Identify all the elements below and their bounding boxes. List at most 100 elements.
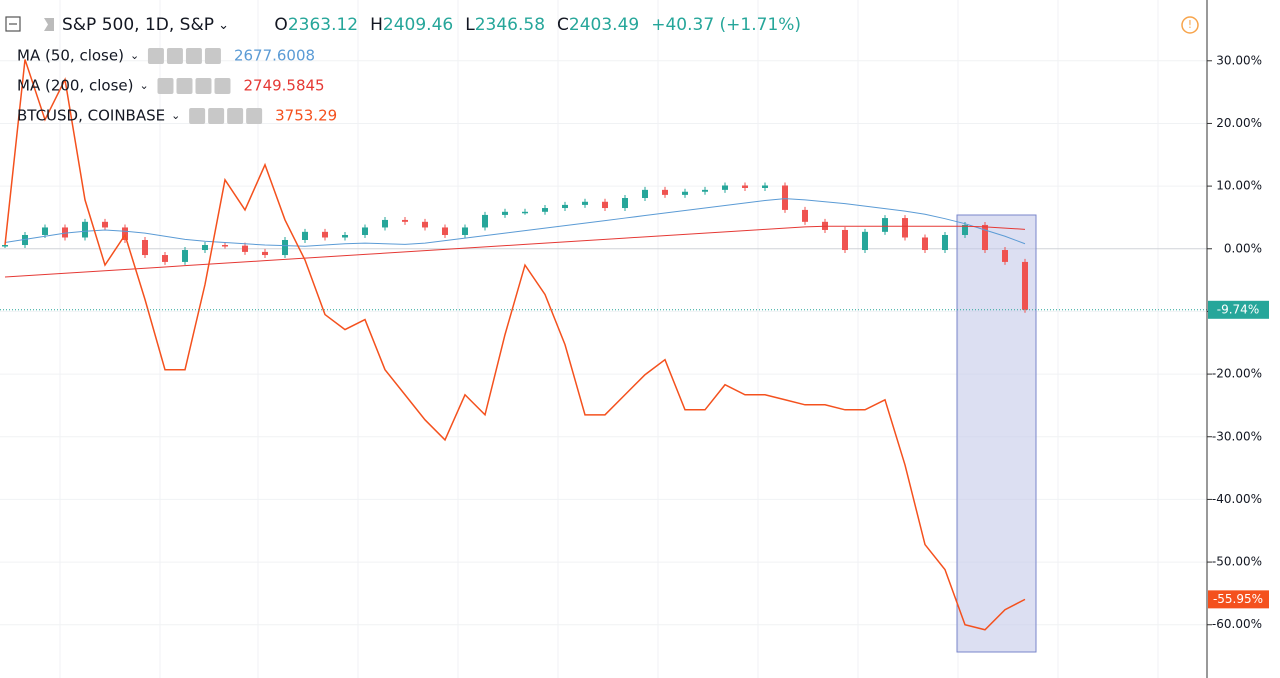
legend-chevron: ⌄	[171, 109, 180, 122]
ohlc-value: 2403.49	[569, 15, 639, 35]
candle	[182, 250, 188, 262]
header-line: S&P 500, 1D, S&P ⌄ O2363.12 H2409.46 L2346…	[62, 15, 801, 35]
candle	[542, 208, 548, 212]
candle	[922, 237, 928, 251]
candle	[82, 221, 88, 238]
candle	[662, 189, 668, 195]
candle	[582, 201, 588, 205]
candle	[302, 231, 308, 240]
candle	[782, 185, 788, 210]
last-value-tag	[1208, 300, 1269, 319]
legend-name[interactable]: MA (200, close)	[17, 77, 133, 95]
y-tick-label: 20.00%	[1216, 116, 1262, 130]
price-axis: 30.00%20.00%10.00%0.00%-10.00%-20.00%-30…	[1207, 53, 1269, 631]
series-line	[4, 59, 1026, 631]
legend: MA (50, close) ⌄ 2677.6008 MA (200, close) ⌄…	[17, 47, 337, 125]
candle	[1002, 250, 1008, 262]
alert-icon[interactable]	[1181, 16, 1199, 34]
symbol[interactable]: S&P 500, 1D, S&P	[62, 15, 214, 35]
legend-icon[interactable]	[214, 78, 231, 94]
candle	[442, 227, 448, 235]
candle	[982, 224, 988, 251]
candle	[462, 227, 468, 235]
y-tick-label: -60.00%	[1212, 617, 1262, 631]
candle	[802, 209, 808, 222]
candle	[562, 204, 568, 209]
candle	[42, 227, 48, 235]
candle	[362, 227, 368, 235]
candle	[342, 234, 348, 238]
legend-icon[interactable]	[195, 78, 212, 94]
candle	[142, 239, 148, 256]
candle	[762, 185, 768, 188]
candle	[682, 191, 688, 195]
ohlc-label: H	[370, 15, 383, 35]
candle	[402, 219, 408, 222]
candle	[602, 201, 608, 209]
legend-chevron: ⌄	[130, 49, 139, 62]
candle	[102, 221, 108, 228]
collapse-button[interactable]	[5, 16, 21, 32]
last-value-tag	[1208, 590, 1269, 609]
legend-icon[interactable]	[189, 108, 206, 124]
candle	[322, 231, 328, 238]
candle	[742, 185, 748, 188]
candle	[702, 189, 708, 192]
y-tick-label: -50.00%	[1212, 555, 1262, 569]
ohlc-label: C	[557, 15, 569, 35]
candle	[162, 255, 168, 262]
candle	[842, 229, 848, 251]
ohlc-label: O	[274, 15, 287, 35]
candle	[242, 245, 248, 252]
candle	[2, 245, 8, 247]
last-value-label: -9.74%	[1217, 302, 1259, 316]
plot	[0, 59, 1207, 631]
ohlc-value: 2409.46	[383, 15, 453, 35]
y-tick-label: -40.00%	[1212, 492, 1262, 506]
candle	[22, 234, 28, 246]
legend-value: 2677.6008	[234, 47, 315, 65]
y-tick-label: -20.00%	[1212, 367, 1262, 381]
legend-icon[interactable]	[176, 78, 193, 94]
y-tick-label: -30.00%	[1212, 429, 1262, 443]
last-value-label: -55.95%	[1213, 592, 1263, 606]
candle	[882, 218, 888, 232]
legend-value: 2749.5845	[243, 77, 324, 95]
candle	[382, 219, 388, 228]
candle	[282, 239, 288, 256]
candle	[642, 189, 648, 199]
candle	[622, 198, 628, 209]
header: S&P 500, 1D, S&P ⌄ O2363.12 H2409.46 L2346…	[5, 15, 1199, 35]
candle	[422, 221, 428, 228]
y-tick-label: 10.00%	[1216, 179, 1262, 193]
legend-icon[interactable]	[157, 78, 174, 94]
candle	[862, 231, 868, 251]
ohlc-value: 2363.12	[288, 15, 358, 35]
candle	[62, 227, 68, 238]
legend-icon[interactable]	[227, 108, 244, 124]
series-line	[4, 225, 1026, 278]
candle	[482, 214, 488, 228]
legend-name[interactable]: MA (50, close)	[17, 47, 124, 65]
candle	[202, 245, 208, 251]
legend-icon[interactable]	[147, 48, 164, 64]
legend-icon[interactable]	[204, 48, 221, 64]
legend-icon[interactable]	[208, 108, 225, 124]
y-tick-label: 30.00%	[1216, 53, 1262, 67]
candle	[222, 245, 228, 247]
legend-chevron: ⌄	[139, 79, 148, 92]
legend-value: 3753.29	[275, 107, 337, 125]
legend-name[interactable]: BTCUSD, COINBASE	[17, 107, 165, 125]
candle	[262, 251, 268, 256]
flag-icon[interactable]	[44, 18, 54, 31]
legend-icon[interactable]	[246, 108, 263, 124]
candle	[942, 234, 948, 251]
candle	[962, 224, 968, 235]
legend-icon[interactable]	[185, 48, 202, 64]
candle	[522, 211, 528, 214]
candle	[1022, 261, 1028, 310]
legend-icon[interactable]	[166, 48, 183, 64]
svg-text:!: !	[1188, 18, 1192, 31]
candle	[902, 218, 908, 238]
